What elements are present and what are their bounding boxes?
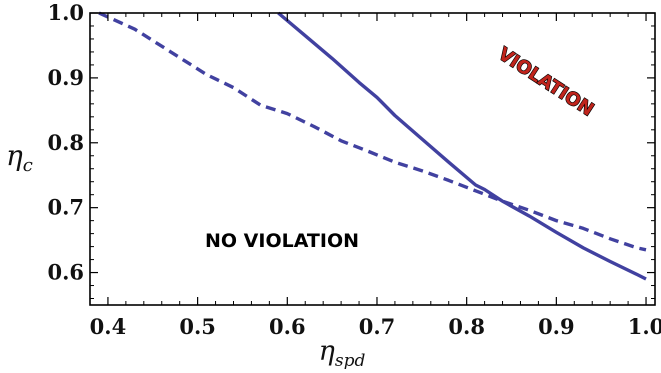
y-tick-label-2: 0.8 (47, 130, 84, 155)
y-tick-label-1: 0.7 (47, 195, 84, 220)
violation-label: VIOLATION (494, 44, 597, 121)
y-tick-label-4: 1.0 (47, 0, 84, 25)
x-tick-label-0: 0.4 (90, 314, 127, 339)
axis-titles: ηspd ηc (6, 139, 366, 371)
axes: 0.4 0.5 0.6 0.7 0.8 0.9 1.0 0.6 0.7 0.8 0.9 1.0 (47, 0, 661, 339)
x-tick-label-2: 0.6 (269, 314, 306, 339)
x-axis-label: ηspd (319, 336, 366, 369)
y-axis-label: ηc (6, 139, 33, 176)
plot-area (98, 11, 647, 281)
x-tick-label-4: 0.8 (448, 314, 485, 339)
x-tick-label-5: 0.9 (538, 314, 575, 339)
y-tick-label-3: 0.9 (47, 65, 84, 90)
no-violation-label: NO VIOLATION (205, 230, 359, 252)
series-line-solid (277, 11, 647, 281)
x-tick-label-6: 1.0 (628, 314, 661, 339)
plot-frame (89, 12, 656, 306)
y-tick-label-0: 0.6 (47, 260, 84, 285)
x-tick-label-3: 0.7 (359, 314, 396, 339)
x-tick-label-1: 0.5 (179, 314, 216, 339)
series-line-dashed (98, 11, 647, 252)
